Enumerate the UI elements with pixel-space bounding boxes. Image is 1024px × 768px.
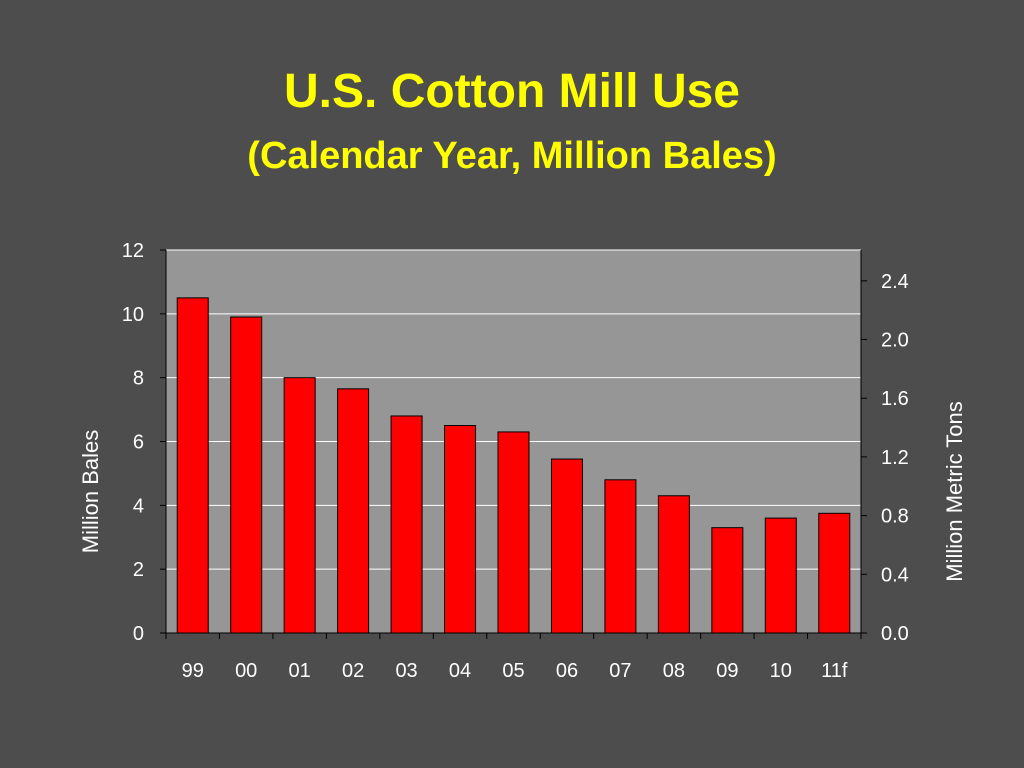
- bar: [711, 527, 744, 634]
- x-tick-label: 08: [663, 660, 685, 682]
- x-tick-label: 06: [556, 660, 578, 682]
- bar: [657, 495, 690, 634]
- bars: [176, 297, 851, 634]
- secondary-y-axis-title: Million Metric Tons: [942, 401, 967, 582]
- y-tick-label: 12: [122, 240, 144, 262]
- x-tick-label: 04: [449, 660, 471, 682]
- x-tick-label: 02: [342, 660, 364, 682]
- x-tick-label: 10: [770, 660, 792, 682]
- y-tick-label: 10: [122, 304, 144, 326]
- x-tick-label: 09: [716, 660, 738, 682]
- x-tick-label: 01: [289, 660, 311, 682]
- gridlines: [166, 249, 861, 570]
- bar: [444, 425, 477, 634]
- x-tick-label: 05: [502, 660, 524, 682]
- y2-tick-label: 0.8: [881, 506, 909, 528]
- x-tick-label: 11f: [821, 660, 848, 682]
- bar: [390, 415, 423, 634]
- chart-title: U.S. Cotton Mill Use: [284, 65, 740, 118]
- y2-tick-label: 2.4: [881, 271, 909, 293]
- bar: [176, 297, 209, 634]
- y-axis-title: Million Bales: [78, 430, 103, 554]
- y-tick-label: 4: [133, 495, 144, 517]
- axes: [160, 249, 867, 639]
- bar: [604, 479, 637, 634]
- y-tick-label: 2: [133, 559, 144, 581]
- y2-tick-label: 1.6: [881, 388, 909, 410]
- y2-tick-label: 1.2: [881, 447, 909, 469]
- bar: [283, 377, 316, 634]
- bar: [497, 431, 530, 634]
- bar: [818, 512, 851, 634]
- y2-tick-label: 0.0: [881, 623, 909, 645]
- x-tick-label: 03: [395, 660, 417, 682]
- bar: [230, 316, 263, 634]
- x-tick-label: 00: [235, 660, 257, 682]
- y-tick-label: 8: [133, 368, 144, 390]
- chart-subtitle: (Calendar Year, Million Bales): [247, 135, 777, 177]
- y-tick-label: 6: [133, 432, 144, 454]
- x-tick-label: 99: [182, 660, 204, 682]
- bar: [764, 517, 797, 634]
- x-tick-label: 07: [609, 660, 631, 682]
- y2-tick-label: 2.0: [881, 330, 909, 352]
- y2-tick-label: 0.4: [881, 564, 909, 586]
- bar: [337, 388, 370, 634]
- bar: [550, 458, 583, 634]
- y-tick-label: 0: [133, 623, 144, 645]
